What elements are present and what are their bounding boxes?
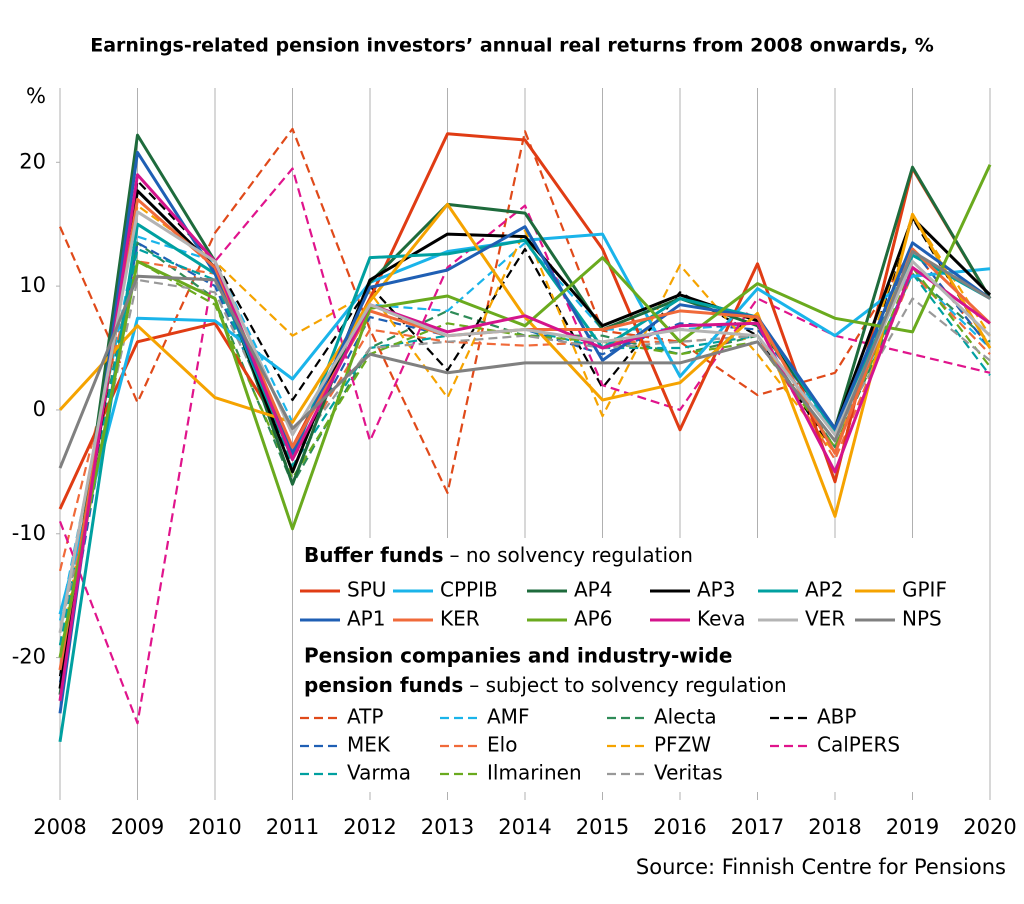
- legend-heading-bold: Pension companies and industry-wide: [304, 644, 732, 668]
- series-line: [58, 250, 991, 469]
- legend-heading: pension funds – subject to solvency regul…: [304, 673, 787, 697]
- legend-heading: Buffer funds – no solvency regulation: [304, 543, 693, 567]
- legend-label: Veritas: [654, 761, 723, 785]
- legend-label: CPPIB: [440, 578, 498, 602]
- y-tick-label: 0: [33, 397, 46, 421]
- x-tick-label: 2014: [498, 815, 551, 839]
- legend-label: MEK: [347, 733, 391, 757]
- legend-label: AMF: [487, 705, 529, 729]
- series-line: [58, 132, 992, 510]
- y-axis-label: %: [26, 84, 46, 108]
- legend-label: KER: [440, 607, 480, 631]
- y-tick-label: 20: [19, 149, 46, 173]
- legend-heading-rest: – no solvency regulation: [449, 543, 692, 567]
- series-line: [58, 150, 991, 714]
- legend-label: AP6: [574, 607, 612, 631]
- legend-label: Alecta: [654, 705, 717, 729]
- legend-label: Varma: [347, 761, 411, 785]
- legend-label: Ilmarinen: [487, 761, 582, 785]
- legend-label: NPS: [902, 607, 942, 631]
- x-tick-label: 2011: [266, 815, 319, 839]
- x-tick-label: 2013: [421, 815, 474, 839]
- x-tick-label: 2015: [576, 815, 629, 839]
- legend-label: AP2: [805, 578, 843, 602]
- series-line: [58, 260, 991, 658]
- x-tick-label: 2017: [731, 815, 784, 839]
- source: Source: Finnish Centre for Pensions: [636, 855, 1006, 879]
- y-tick-label: 10: [19, 273, 46, 297]
- x-tick-label: 2020: [963, 815, 1016, 839]
- legend-label: AP3: [697, 578, 735, 602]
- x-tick-label: 2018: [808, 815, 861, 839]
- series-line: [58, 127, 991, 494]
- legend-background: [296, 538, 956, 792]
- legend-heading-rest: – subject to solvency regulation: [469, 673, 786, 697]
- legend-label: AP4: [574, 578, 612, 602]
- x-tick-label: 2012: [343, 815, 396, 839]
- x-tick-label: 2009: [111, 815, 164, 839]
- legend-label: CalPERS: [817, 733, 900, 757]
- legend-label: AP1: [347, 607, 385, 631]
- legend-label: SPU: [347, 578, 386, 602]
- series-line: [58, 210, 992, 634]
- legend-label: ATP: [347, 705, 383, 729]
- y-tick-label: -20: [12, 645, 46, 669]
- series-line: [58, 164, 992, 658]
- legend-label: Elo: [487, 733, 517, 757]
- x-tick-label: 2019: [886, 815, 939, 839]
- legend-label: ABP: [817, 705, 856, 729]
- legend-label: Keva: [697, 607, 746, 631]
- x-tick-label: 2008: [33, 815, 86, 839]
- series-line: [58, 179, 991, 677]
- legend-heading-bold: pension funds: [304, 673, 463, 697]
- legend-label: GPIF: [902, 578, 947, 602]
- x-tick-label: 2016: [653, 815, 706, 839]
- legend-label: PFZW: [654, 733, 711, 757]
- chart-title: Earnings-related pension investors’ annu…: [90, 35, 934, 57]
- y-tick-label: -10: [12, 521, 46, 545]
- legend-label: VER: [805, 607, 845, 631]
- x-tick-label: 2010: [188, 815, 241, 839]
- legend-heading-bold: Buffer funds: [304, 543, 443, 567]
